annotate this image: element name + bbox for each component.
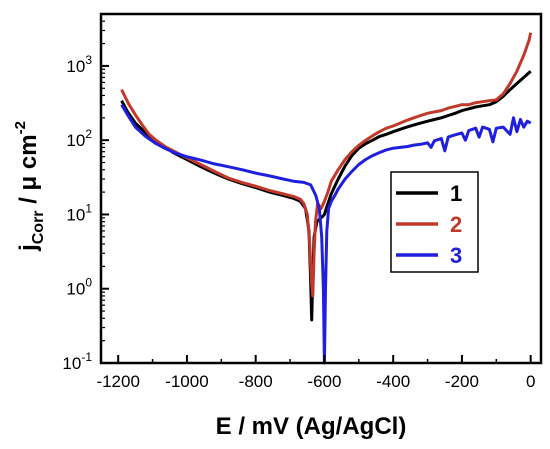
series-line-2 <box>120 32 533 298</box>
x-tick-label: 0 <box>526 372 535 391</box>
x-tick-label: -600 <box>307 372 341 391</box>
y-tick-label: 103 <box>66 53 92 76</box>
plot-frame <box>99 12 543 365</box>
x-tick-label: -1200 <box>96 372 139 391</box>
legend-label-1: 1 <box>450 181 462 206</box>
legend-label-3: 3 <box>450 243 462 268</box>
series-line-3 <box>120 103 532 365</box>
x-tick-label: -1000 <box>165 372 208 391</box>
x-tick-label: -400 <box>376 372 410 391</box>
y-tick-label: 100 <box>66 276 92 299</box>
legend-box <box>390 171 479 273</box>
x-tick-label: -200 <box>445 372 479 391</box>
legend: 1 2 3 <box>390 171 479 273</box>
y-axis-title: jCorr / μ cm-2 <box>12 121 47 252</box>
y-axis-title-sup: -2 <box>12 121 29 134</box>
y-axis-title-rest: / μ cm <box>15 134 42 210</box>
x-axis-title: E / mV (Ag/AgCl) <box>216 413 407 440</box>
ticks-layer <box>101 13 532 364</box>
y-tick-label: 101 <box>66 201 92 224</box>
y-tick-label: 102 <box>66 127 92 150</box>
y-axis-title-main: j <box>15 244 42 252</box>
y-axis-title-sub: Corr <box>30 210 47 244</box>
x-tick-label: -800 <box>239 372 273 391</box>
y-tick-label: 10-1 <box>62 350 92 373</box>
legend-label-2: 2 <box>450 212 462 237</box>
series-layer <box>120 32 533 365</box>
labels-layer: -1200 -1000 -800 -600 -400 -200 0 10-1 100 101 102… <box>62 53 535 391</box>
